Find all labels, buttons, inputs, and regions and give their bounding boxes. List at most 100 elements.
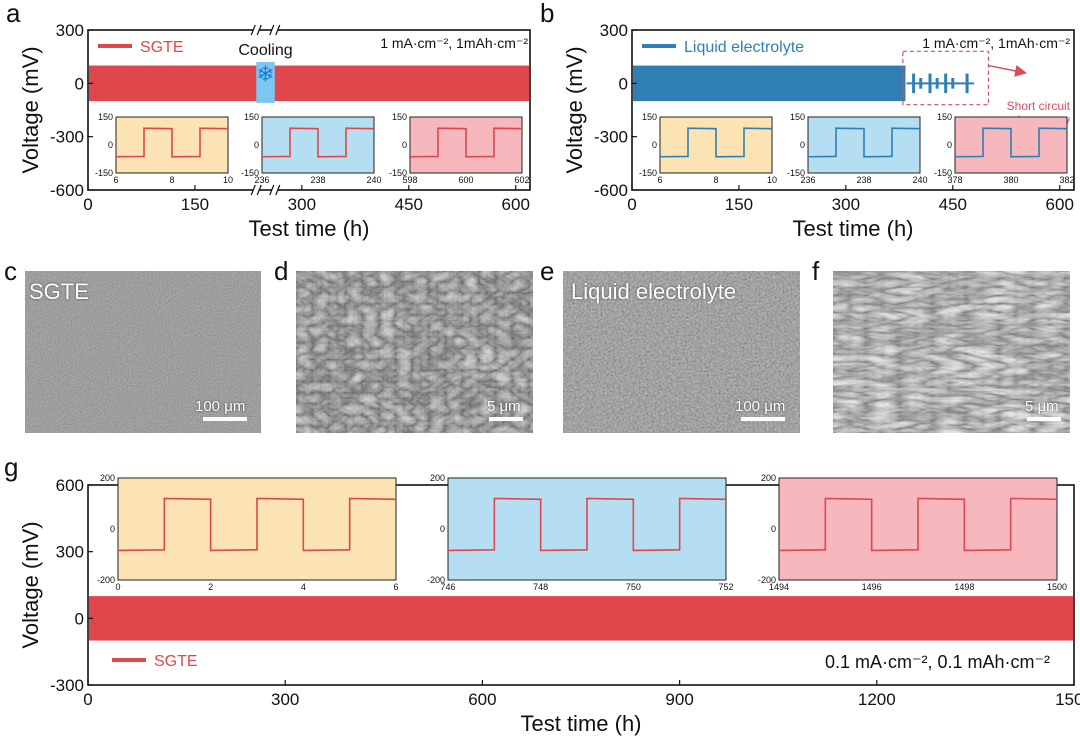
inset-x-tick-label: 382	[1059, 175, 1074, 185]
inset-x-tick-label: 2	[208, 582, 213, 592]
y-tick-label: 300	[600, 21, 628, 40]
axis-break-mark	[275, 24, 281, 36]
inset-x-tick-label: 752	[718, 582, 733, 592]
y-tick-label: 300	[56, 21, 84, 40]
plot-frame	[87, 29, 531, 191]
x-tick-label: 0	[83, 195, 92, 214]
inset-x-tick-label: 6	[393, 582, 398, 592]
x-tick-label: 450	[395, 195, 423, 214]
x-axis-label: Test time (h)	[248, 216, 369, 241]
axis-break-mark	[269, 184, 275, 196]
axis-break-mark	[269, 24, 275, 36]
inset-x-tick-label: 380	[1003, 175, 1018, 185]
inset-x-tick-label: 240	[366, 175, 381, 185]
x-tick-label: 450	[939, 195, 967, 214]
x-tick-label: 600	[502, 195, 530, 214]
inset-x-tick-label: 602	[514, 175, 529, 185]
inset-y-tick-label: 200	[100, 473, 115, 483]
snowflake-icon: ❄	[256, 63, 274, 88]
x-tick-label: 0	[83, 690, 92, 709]
y-tick-label: -600	[594, 181, 628, 200]
inset-y-tick-label: 200	[430, 473, 445, 483]
panel-letter-e: e	[540, 256, 555, 286]
inset-x-tick-label: 600	[458, 175, 473, 185]
inset-x-tick-label: 236	[254, 175, 269, 185]
inset-x-tick-label: 6	[657, 175, 662, 185]
inset-y-tick-label: 150	[244, 112, 259, 122]
inset-x-tick-label: 750	[626, 582, 641, 592]
scale-text-c: 100 μm	[195, 398, 246, 415]
inset-x-tick-label: 236	[800, 175, 815, 185]
scale-bar	[1027, 417, 1061, 421]
y-tick-label: -300	[50, 128, 84, 147]
short-circuit-box	[902, 50, 990, 106]
x-tick-label: 150	[181, 195, 209, 214]
x-axis-label: Test time (h)	[520, 711, 641, 736]
y-axis-label: Voltage (mV)	[18, 46, 43, 173]
x-tick-label: 300	[832, 195, 860, 214]
inset-y-tick-label: 0	[652, 140, 657, 150]
cooling-label: Cooling	[238, 42, 292, 59]
sem-label-c: SGTE	[29, 279, 89, 304]
inset-x-tick-label: 1498	[954, 582, 974, 592]
condition-label: 1 mA·cm⁻², 1mAh·cm⁻²	[380, 35, 528, 51]
inset-voltage-line	[807, 127, 921, 158]
inset-y-tick-label: -150	[639, 168, 657, 178]
inset-y-tick-label: 0	[110, 524, 115, 534]
sem-image-d: 5 μm	[296, 271, 533, 433]
y-axis-label: Voltage (mV)	[18, 521, 43, 648]
inset-y-tick-label: 150	[98, 112, 113, 122]
cooling-region	[256, 62, 275, 105]
axis-break-mark	[256, 184, 262, 196]
inset-voltage-line	[409, 127, 523, 158]
inset-y-tick-label: 0	[800, 140, 805, 150]
y-tick-label: 300	[56, 543, 84, 562]
sem-label-e: Liquid electrolyte	[571, 279, 737, 304]
scale-text-f: 5 μm	[1025, 398, 1059, 415]
panel-letter-b: b	[540, 0, 555, 28]
inset-voltage-line	[447, 497, 727, 552]
y-tick-label: 0	[75, 74, 84, 93]
y-tick-label: -600	[50, 181, 84, 200]
sem-image-f: 5 μm	[833, 271, 1070, 433]
legend-label: Liquid electrolyte	[684, 39, 804, 56]
x-tick-label: 0	[627, 195, 636, 214]
x-tick-label: 600	[1046, 195, 1074, 214]
axis-break-mark	[250, 184, 256, 196]
inset-x-tick-label: 746	[440, 582, 455, 592]
inset-x-tick-label: 4	[301, 582, 306, 592]
panel-letter-c: c	[4, 256, 17, 286]
x-tick-label: 1500	[1055, 690, 1080, 709]
inset-y-tick-label: 0	[402, 140, 407, 150]
inset-x-tick-label: 378	[947, 175, 962, 185]
x-tick-label: 900	[665, 690, 693, 709]
inset-x-tick-label: 238	[856, 175, 871, 185]
inset-x-tick-label: 1500	[1047, 582, 1067, 592]
inset-y-tick-label: 0	[254, 140, 259, 150]
inset-y-tick-label: 200	[761, 473, 776, 483]
panel-letter-a: a	[6, 0, 21, 28]
inset-y-tick-label: 0	[771, 524, 776, 534]
sem-image-c: SGTE 100 μm	[25, 271, 261, 433]
axis-break-mark	[250, 24, 256, 36]
x-tick-label: 300	[271, 690, 299, 709]
y-axis-label: Voltage (mV)	[562, 46, 587, 173]
inset-y-tick-label: 0	[947, 140, 952, 150]
inset-x-tick-label: 238	[310, 175, 325, 185]
inset-y-tick-label: -150	[389, 168, 407, 178]
y-tick-label: -300	[50, 676, 84, 695]
axis-break-mask	[253, 185, 260, 195]
inset-y-tick-label: 0	[108, 140, 113, 150]
inset-y-tick-label: 0	[440, 524, 445, 534]
inset-y-tick-label: -150	[934, 168, 952, 178]
panel-letter-f: f	[812, 256, 820, 286]
y-tick-label: 600	[56, 476, 84, 495]
inset-voltage-line	[261, 127, 375, 158]
x-axis-label: Test time (h)	[792, 216, 913, 241]
axis-break-mark	[256, 24, 262, 36]
axis-break-mark	[275, 184, 281, 196]
y-tick-label: 0	[75, 609, 84, 628]
condition-label: 1 mA·cm⁻², 1mAh·cm⁻²	[922, 35, 1070, 51]
x-tick-label: 150	[725, 195, 753, 214]
inset-y-tick-label: -200	[427, 575, 445, 585]
